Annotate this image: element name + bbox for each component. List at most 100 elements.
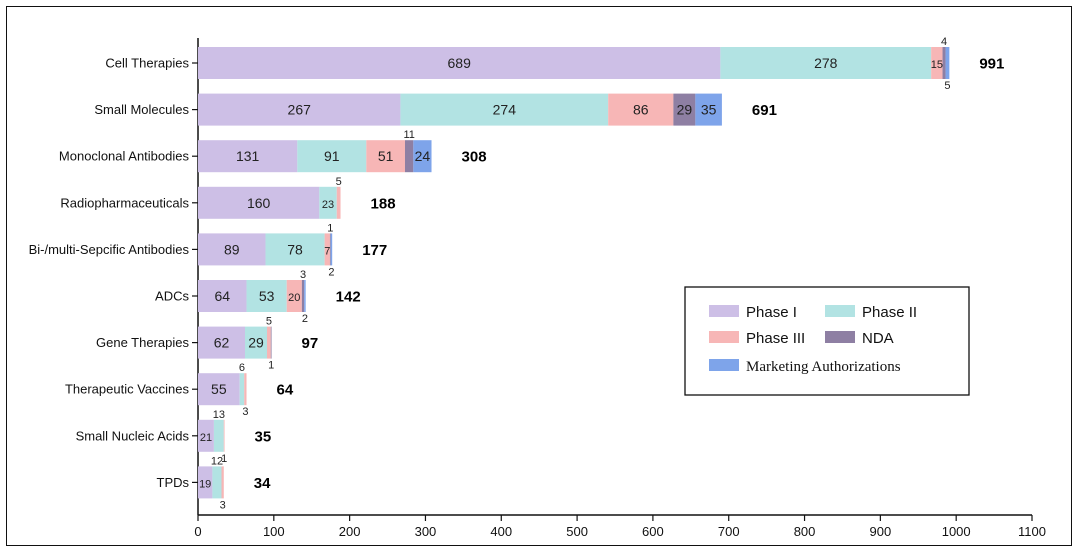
legend-swatch xyxy=(825,305,855,317)
x-tick-label: 900 xyxy=(870,524,892,539)
segment-value-label: 29 xyxy=(248,335,264,351)
bar-segment xyxy=(244,373,247,406)
category-label: Small Molecules xyxy=(94,102,189,117)
legend-label: Phase III xyxy=(746,330,805,347)
legend-label: Phase I xyxy=(746,304,797,321)
segment-value-label: 5 xyxy=(944,80,950,92)
total-label: 34 xyxy=(254,475,271,492)
bar-segment xyxy=(931,47,943,79)
bar-segment xyxy=(608,93,674,126)
bar-segment xyxy=(198,47,721,79)
segment-value-label: 19 xyxy=(199,478,211,490)
segment-value-label: 2 xyxy=(328,266,334,278)
segment-value-label: 12 xyxy=(211,455,223,467)
category-label: Bi-/multi-Sepcific Antibodies xyxy=(29,242,190,257)
segment-value-label: 131 xyxy=(236,148,260,164)
segment-value-label: 15 xyxy=(931,59,943,71)
bar-segment xyxy=(673,93,696,126)
bar-segment xyxy=(286,280,302,312)
segment-value-label: 4 xyxy=(941,36,947,48)
legend-swatch xyxy=(709,331,739,343)
segment-value-label: 64 xyxy=(214,288,230,304)
legend-swatch xyxy=(709,359,739,371)
x-tick-label: 1000 xyxy=(942,524,971,539)
bar-segment xyxy=(324,233,330,266)
segment-value-label: 29 xyxy=(677,102,693,118)
bar-segment xyxy=(413,140,432,173)
category-label: Small Nucleic Acids xyxy=(76,428,190,443)
segment-value-label: 51 xyxy=(378,148,394,164)
segment-value-label: 3 xyxy=(242,406,248,418)
bar-segment xyxy=(198,186,320,219)
category-label: Monoclonal Antibodies xyxy=(59,149,190,164)
x-tick-label: 1100 xyxy=(1018,524,1046,539)
category-label: TPDs xyxy=(157,475,190,490)
bar-segment xyxy=(366,140,405,173)
segment-value-label: 86 xyxy=(633,102,649,118)
bar-segment xyxy=(330,233,333,266)
legend-swatch xyxy=(709,305,739,317)
segment-value-label: 89 xyxy=(224,241,240,257)
bar-segment xyxy=(695,93,722,126)
segment-value-label: 62 xyxy=(214,335,230,351)
bar-segment xyxy=(329,233,331,266)
bar-segment xyxy=(223,419,225,452)
bar-segment xyxy=(198,326,246,359)
segment-value-label: 160 xyxy=(247,195,271,211)
legend-swatch xyxy=(825,331,855,343)
total-label: 308 xyxy=(462,149,487,166)
segment-value-label: 35 xyxy=(701,102,717,118)
total-label: 188 xyxy=(371,195,396,212)
segment-value-label: 2 xyxy=(302,313,308,325)
legend-label: Phase II xyxy=(862,304,917,321)
bar-segment xyxy=(720,47,932,79)
segment-value-label: 3 xyxy=(300,269,306,281)
total-label: 691 xyxy=(752,102,777,119)
bar-segment xyxy=(301,280,305,312)
segment-value-label: 278 xyxy=(814,55,838,71)
segment-value-label: 5 xyxy=(266,316,272,328)
segment-value-label: 23 xyxy=(322,199,334,211)
bar-segment xyxy=(319,186,337,219)
legend-label: NDA xyxy=(862,330,894,347)
segment-value-label: 7 xyxy=(324,245,330,257)
bar-segment xyxy=(945,47,950,79)
bar-segment xyxy=(400,93,609,126)
total-label: 177 xyxy=(362,242,387,259)
bar-segment xyxy=(239,373,245,406)
segment-value-label: 689 xyxy=(448,55,472,71)
bar-segment xyxy=(942,47,946,79)
bar-segment xyxy=(221,466,224,499)
total-label: 64 xyxy=(277,382,294,399)
bar-segment xyxy=(198,419,214,452)
segment-value-label: 6 xyxy=(239,362,245,374)
bar-segment xyxy=(246,280,287,312)
x-tick-label: 400 xyxy=(490,524,512,539)
bar-segment xyxy=(266,326,271,359)
total-label: 35 xyxy=(255,428,272,445)
segment-value-label: 20 xyxy=(288,292,300,304)
legend-label: Marketing Authorizations xyxy=(746,359,901,375)
bar-segment xyxy=(265,233,325,266)
category-label: Gene Therapies xyxy=(96,335,189,350)
bar-segment xyxy=(404,140,414,173)
x-tick-label: 300 xyxy=(415,524,437,539)
bars xyxy=(198,47,950,499)
category-label: ADCs xyxy=(155,289,189,304)
x-tick-label: 600 xyxy=(642,524,664,539)
segment-value-label: 13 xyxy=(213,409,225,421)
category-label: Therapeutic Vaccines xyxy=(65,382,190,397)
bar-segment xyxy=(245,326,267,359)
legend: Phase I Phase II Phase III NDA Marketing Aut… xyxy=(684,286,970,396)
x-tick-label: 500 xyxy=(566,524,588,539)
segment-value-label: 91 xyxy=(324,148,340,164)
bar-segment xyxy=(198,373,240,406)
bar-segment xyxy=(198,466,213,499)
segment-value-label: 53 xyxy=(259,288,275,304)
x-tick-label: 800 xyxy=(794,524,816,539)
segment-value-label: 21 xyxy=(200,432,212,444)
x-tick-label: 200 xyxy=(339,524,361,539)
bar-segment xyxy=(336,186,341,219)
bar-segment xyxy=(198,233,266,266)
